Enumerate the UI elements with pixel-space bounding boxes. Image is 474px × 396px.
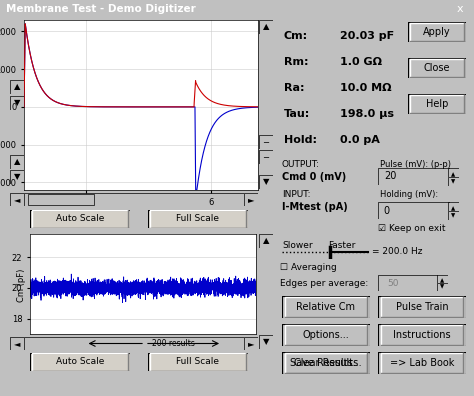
Text: Help: Help: [426, 99, 448, 109]
Text: ▲: ▲: [440, 278, 445, 283]
Text: ►: ►: [248, 339, 254, 348]
Text: ─: ─: [264, 152, 268, 162]
Text: ▲: ▲: [451, 172, 456, 177]
Text: ☐ Averaging: ☐ Averaging: [280, 263, 337, 272]
Text: Auto Scale: Auto Scale: [56, 357, 104, 366]
Text: Hold:: Hold:: [284, 135, 317, 145]
Text: ►: ►: [248, 195, 254, 204]
Text: ▼: ▼: [14, 173, 20, 181]
Text: ─: ─: [264, 137, 268, 147]
Text: I-Mtest (pA): I-Mtest (pA): [282, 202, 348, 212]
Text: Cmd 0 (mV): Cmd 0 (mV): [282, 172, 346, 182]
Text: Edges per average:: Edges per average:: [280, 280, 368, 289]
Text: ◄: ◄: [14, 195, 20, 204]
Text: INPUT:: INPUT:: [282, 190, 310, 199]
Text: 0.0 pA: 0.0 pA: [340, 135, 380, 145]
Text: ▼: ▼: [451, 213, 456, 218]
Text: x: x: [456, 4, 463, 14]
Text: Relative Cm: Relative Cm: [297, 302, 356, 312]
Text: ☑ Keep on exit: ☑ Keep on exit: [378, 224, 446, 233]
Text: Faster: Faster: [328, 241, 356, 250]
Text: ▼: ▼: [451, 179, 456, 184]
Text: ▼: ▼: [263, 337, 269, 346]
Text: OUTPUT:: OUTPUT:: [282, 160, 320, 169]
Text: 50: 50: [387, 278, 399, 287]
Text: ▼: ▼: [440, 284, 445, 289]
Text: ▲: ▲: [14, 82, 20, 91]
Text: Slower: Slower: [282, 241, 313, 250]
Text: ▼: ▼: [263, 177, 269, 187]
Text: Save Results...: Save Results...: [290, 358, 362, 367]
Text: 1.0 GΩ: 1.0 GΩ: [340, 57, 382, 67]
Text: Pulse (mV): (p-p): Pulse (mV): (p-p): [380, 160, 451, 169]
Text: 198.0 μs: 198.0 μs: [340, 109, 394, 119]
Text: Instructions: Instructions: [393, 329, 451, 339]
Text: 10.0 MΩ: 10.0 MΩ: [340, 83, 392, 93]
Text: Rm:: Rm:: [284, 57, 309, 67]
Text: Full Scale: Full Scale: [176, 357, 219, 366]
Text: = 200.0 Hz: = 200.0 Hz: [372, 248, 422, 257]
Text: Pulse Train: Pulse Train: [396, 302, 448, 312]
Text: Ra:: Ra:: [284, 83, 304, 93]
Text: ◄: ◄: [14, 339, 20, 348]
Text: Clear Results: Clear Results: [294, 358, 358, 367]
Text: ▲: ▲: [14, 158, 20, 166]
Text: Cm:: Cm:: [284, 31, 308, 41]
Text: Apply: Apply: [423, 27, 451, 36]
Text: Cm (pF): Cm (pF): [17, 268, 26, 302]
Bar: [28, 194, 94, 205]
Text: Options...: Options...: [302, 329, 349, 339]
Text: Holding (mV):: Holding (mV):: [380, 190, 438, 199]
Text: ▲: ▲: [263, 236, 269, 246]
Text: Auto Scale: Auto Scale: [56, 214, 104, 223]
Text: => Lab Book: => Lab Book: [390, 358, 454, 367]
Text: ▲: ▲: [263, 23, 269, 32]
Text: ▲: ▲: [451, 206, 456, 211]
Text: 20.03 pF: 20.03 pF: [340, 31, 394, 41]
Text: Tau:: Tau:: [284, 109, 310, 119]
Text: Membrane Test - Demo Digitizer: Membrane Test - Demo Digitizer: [6, 4, 196, 14]
Text: Close: Close: [424, 63, 450, 72]
Text: 200 results: 200 results: [152, 339, 194, 348]
Text: Full Scale: Full Scale: [176, 214, 219, 223]
Text: 0: 0: [384, 206, 390, 215]
Text: ▼: ▼: [14, 99, 20, 107]
Text: 20: 20: [384, 171, 396, 181]
